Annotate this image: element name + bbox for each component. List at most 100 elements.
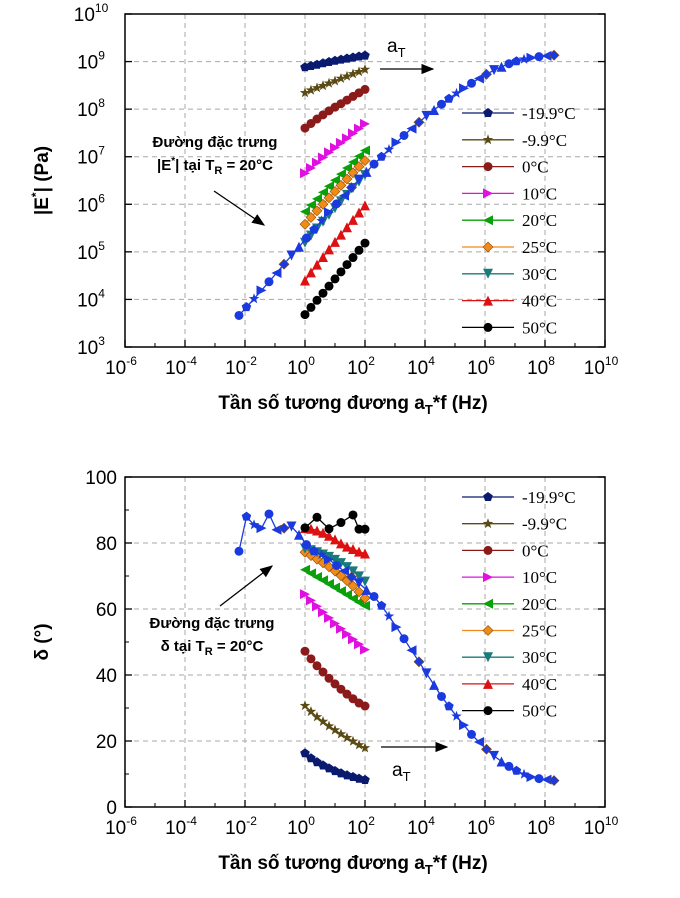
data-point bbox=[336, 518, 346, 528]
data-point bbox=[317, 80, 329, 91]
data-point bbox=[360, 118, 370, 129]
annotation-arrow bbox=[219, 565, 274, 607]
phase-angle-chart: 10-6 10-4 10-2 100 102 104 106 108 1010 0 20 40 60 80… bbox=[32, 468, 619, 877]
x-tick-label: 1010 bbox=[584, 354, 619, 379]
data-point bbox=[316, 549, 327, 559]
data-point bbox=[342, 689, 352, 699]
data-point bbox=[330, 582, 340, 593]
data-point bbox=[234, 310, 244, 320]
data-point bbox=[518, 768, 530, 779]
data-point bbox=[293, 529, 304, 540]
data-point bbox=[312, 661, 322, 671]
legend-label: 30°C bbox=[522, 648, 557, 667]
data-point bbox=[369, 159, 379, 169]
x-axis-title: Tần số tương đương aT*f (Hz) bbox=[218, 393, 487, 417]
legend-marker bbox=[483, 678, 493, 689]
data-point bbox=[248, 519, 260, 530]
x-tick-label: 10-2 bbox=[225, 354, 257, 379]
data-point bbox=[324, 612, 335, 623]
x-tick-label: 10-6 bbox=[105, 354, 137, 379]
x-tick-label: 1010 bbox=[584, 814, 619, 839]
legend-marker bbox=[483, 598, 493, 609]
data-point bbox=[306, 302, 316, 312]
data-point bbox=[347, 566, 358, 577]
data-point bbox=[347, 68, 359, 79]
data-point bbox=[341, 732, 353, 743]
series-8 bbox=[300, 238, 370, 320]
data-point bbox=[311, 525, 322, 536]
data-point bbox=[301, 540, 311, 550]
data-point bbox=[353, 66, 365, 77]
y-tick-label: 100 bbox=[85, 468, 117, 489]
data-point bbox=[496, 756, 507, 767]
data-point bbox=[354, 546, 365, 557]
data-point bbox=[299, 87, 311, 98]
data-point bbox=[467, 729, 477, 739]
data-point bbox=[391, 137, 402, 148]
data-point bbox=[481, 743, 492, 755]
data-point bbox=[413, 656, 425, 668]
series-4 bbox=[300, 145, 370, 217]
y-tick-label: 106 bbox=[77, 191, 105, 216]
data-point bbox=[511, 765, 522, 775]
data-point bbox=[234, 546, 244, 556]
x-tick-label: 108 bbox=[527, 814, 555, 839]
data-point bbox=[359, 64, 371, 74]
data-point bbox=[399, 130, 409, 140]
data-point bbox=[335, 538, 346, 549]
y-tick-label: 103 bbox=[77, 334, 105, 359]
series-0 bbox=[300, 748, 370, 784]
data-point bbox=[311, 205, 323, 217]
data-point bbox=[311, 157, 322, 168]
legend-marker bbox=[482, 518, 494, 529]
legend-marker bbox=[483, 322, 493, 332]
data-point bbox=[335, 558, 346, 569]
data-point bbox=[330, 618, 340, 629]
data-point bbox=[286, 250, 297, 261]
x-tick-label: 100 bbox=[287, 354, 315, 379]
annotation-line1: Đường đặc trưng bbox=[153, 134, 278, 151]
legend: -19.9°C -9.9°C 0°C 10°C 20°C 25°C 30°C 40°C 50°C bbox=[462, 488, 576, 721]
legend-label: 40°C bbox=[522, 292, 557, 311]
data-point bbox=[335, 169, 346, 180]
data-point bbox=[347, 157, 358, 168]
legend-marker bbox=[482, 134, 494, 145]
legend: -19.9°C -9.9°C 0°C 10°C 20°C 25°C 30°C 40°C 50°C bbox=[462, 104, 576, 337]
data-point bbox=[323, 192, 335, 204]
data-point bbox=[360, 644, 370, 655]
data-point bbox=[330, 175, 340, 186]
data-point bbox=[300, 206, 310, 217]
data-point bbox=[309, 224, 319, 234]
data-point bbox=[354, 245, 364, 255]
x-tick-label: 106 bbox=[467, 814, 495, 839]
data-point bbox=[316, 215, 327, 226]
data-point bbox=[323, 207, 334, 218]
data-point bbox=[335, 623, 346, 634]
data-point bbox=[278, 258, 290, 270]
data-point bbox=[459, 720, 470, 731]
data-point bbox=[312, 114, 322, 124]
legend-marker bbox=[482, 241, 494, 253]
data-point bbox=[317, 152, 328, 163]
data-point bbox=[354, 639, 365, 650]
data-point bbox=[329, 75, 341, 86]
data-point bbox=[346, 571, 357, 583]
data-point bbox=[361, 166, 372, 177]
data-point bbox=[300, 168, 310, 179]
data-point bbox=[293, 241, 304, 252]
data-point bbox=[346, 182, 357, 193]
legend-label: 10°C bbox=[522, 184, 557, 203]
data-point bbox=[360, 145, 370, 156]
data-point bbox=[306, 654, 316, 664]
data-point bbox=[305, 211, 317, 223]
data-point bbox=[496, 61, 507, 72]
data-point bbox=[330, 679, 340, 689]
data-point bbox=[347, 214, 358, 225]
data-point bbox=[264, 277, 274, 287]
data-point bbox=[347, 593, 358, 604]
data-point bbox=[311, 193, 322, 204]
series-2 bbox=[300, 646, 370, 711]
legend-label: -19.9°C bbox=[522, 104, 576, 123]
data-point bbox=[324, 181, 335, 192]
data-point bbox=[305, 706, 317, 717]
